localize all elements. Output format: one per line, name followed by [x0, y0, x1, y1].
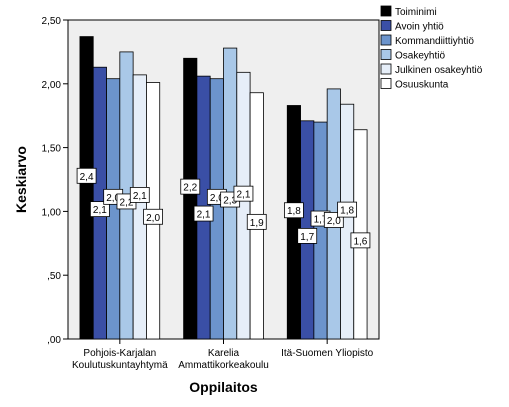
data-label: 1,7: [300, 232, 314, 243]
y-tick-label: ,50: [47, 271, 61, 282]
bar: [183, 57, 198, 340]
data-label: 2,0: [327, 216, 341, 227]
data-label: 2,4: [80, 172, 94, 183]
y-tick-label: ,00: [47, 335, 61, 346]
legend-label: Osuuskunta: [395, 80, 449, 91]
legend: Toiminimi Avoin yhtiö Kommandiittiyhtiö Osa…: [380, 5, 483, 91]
data-label: 1,8: [340, 206, 354, 217]
data-label-box: [193, 205, 214, 222]
data-label: 2,2: [120, 197, 134, 208]
data-label: 2,2: [183, 183, 197, 194]
legend-swatch: [380, 5, 392, 17]
legend-swatch: [380, 63, 392, 75]
data-label-box: [337, 201, 358, 218]
legend-label: Avoin yhtiö: [395, 22, 444, 33]
data-label-box: [89, 201, 110, 218]
y-axis-title: Keskiarvo: [13, 146, 29, 213]
bar: [79, 36, 94, 340]
data-label-box: [233, 185, 254, 202]
data-label: 1,8: [287, 206, 301, 217]
data-label: 2,1: [133, 191, 147, 202]
data-label-box: [284, 202, 304, 219]
legend-swatch: [380, 20, 392, 31]
legend-label: Kommandiittiyhtiö: [395, 36, 474, 47]
legend-label: Toiminimi: [395, 7, 437, 18]
category-label: Ammattikorkeakoulu: [178, 360, 269, 371]
category-label: Itä-Suomen Yliopisto: [281, 348, 374, 359]
data-label: 2,0: [106, 193, 120, 204]
y-tick-label: 1,50: [42, 144, 62, 155]
data-label-box: [76, 167, 97, 184]
y-axis: ,00 ,50 1,00 1,50 2,00 2,50: [42, 16, 68, 346]
data-labels: 2,42,12,0 2,22,12,02,22,12,0 2,32,11,91,81…: [76, 167, 371, 249]
data-label-box: [297, 228, 318, 244]
y-tick-label: 2,00: [42, 80, 62, 91]
data-label-box: [129, 187, 150, 203]
data-label-box: [143, 208, 163, 225]
bar: [286, 105, 301, 340]
legend-label: Osakeyhtiö: [395, 51, 445, 62]
data-label: 2,1: [197, 210, 211, 221]
y-tick-label: 2,50: [42, 16, 62, 27]
category-label: Pohjois-Karjalan: [83, 348, 156, 359]
data-label: 1,7: [314, 215, 328, 226]
category-label: Koulutuskuntayhtymä: [72, 360, 168, 371]
data-label: 2,3: [223, 196, 237, 207]
data-label: 2,0: [146, 213, 160, 224]
legend-swatch: [380, 49, 392, 60]
x-axis-title: Oppilaitos: [189, 379, 258, 395]
legend-label: Julkinen osakeyhtiö: [395, 65, 483, 76]
data-label: 1,9: [250, 218, 264, 229]
data-label-box: [180, 178, 201, 195]
data-label: 2,1: [236, 190, 250, 201]
data-label-box: [246, 213, 267, 230]
legend-swatch: [380, 34, 392, 46]
y-tick-label: 1,00: [42, 207, 62, 218]
data-label: 1,6: [353, 236, 367, 247]
data-label: 2,0: [210, 193, 224, 204]
legend-swatch: [380, 78, 392, 89]
data-label-box: [350, 232, 371, 249]
category-label: Karelia: [208, 348, 240, 359]
data-label: 2,1: [93, 205, 107, 216]
